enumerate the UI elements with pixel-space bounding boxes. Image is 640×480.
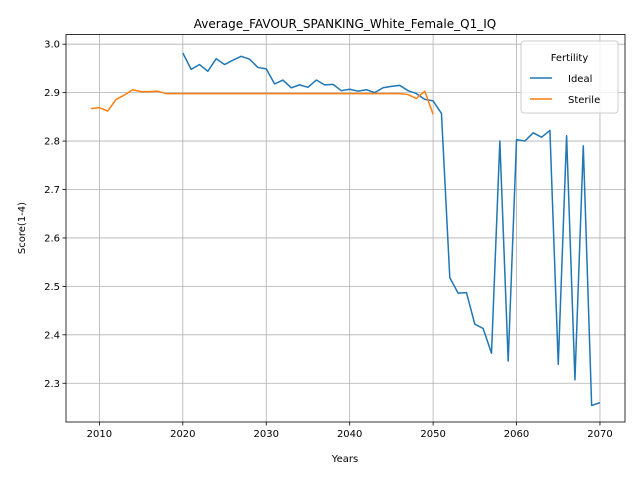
legend: Fertility Ideal Sterile xyxy=(520,40,619,114)
legend-box xyxy=(520,40,619,114)
x-axis-label: Years xyxy=(331,454,358,465)
grid-lines xyxy=(66,34,625,422)
x-tick-label: 2030 xyxy=(254,429,279,440)
x-tick-label: 2040 xyxy=(337,429,362,440)
y-axis-label: Score(1-4) xyxy=(17,202,28,254)
x-tick-label: 2020 xyxy=(170,429,195,440)
plot-frame xyxy=(65,34,626,423)
series-line-sterile xyxy=(90,88,434,115)
series-layer xyxy=(90,52,601,407)
y-tick-label: 2.4 xyxy=(44,330,60,341)
x-tick-label: 2050 xyxy=(420,429,445,440)
x-axis: 2010 2020 2030 2040 2050 2060 2070 xyxy=(87,422,613,440)
series-line-ideal xyxy=(182,52,601,407)
legend-label-sterile: Sterile xyxy=(568,95,600,106)
y-tick-label: 2.5 xyxy=(44,282,60,293)
y-tick-label: 2.3 xyxy=(44,379,60,390)
y-tick-label: 2.7 xyxy=(44,185,60,196)
y-axis: 2.3 2.4 2.5 2.6 2.7 2.8 2.9 3.0 xyxy=(44,40,66,390)
legend-label-ideal: Ideal xyxy=(568,74,592,85)
y-tick-label: 2.9 xyxy=(44,88,60,99)
y-tick-label: 2.8 xyxy=(44,137,60,148)
x-tick-label: 2070 xyxy=(587,429,612,440)
x-tick-label: 2010 xyxy=(87,429,112,440)
chart-title: Average_FAVOUR_SPANKING_White_Female_Q1_… xyxy=(194,17,496,31)
y-tick-label: 3.0 xyxy=(44,40,60,51)
x-tick-label: 2060 xyxy=(504,429,529,440)
legend-title: Fertility xyxy=(551,53,589,64)
y-tick-label: 2.6 xyxy=(44,233,60,244)
